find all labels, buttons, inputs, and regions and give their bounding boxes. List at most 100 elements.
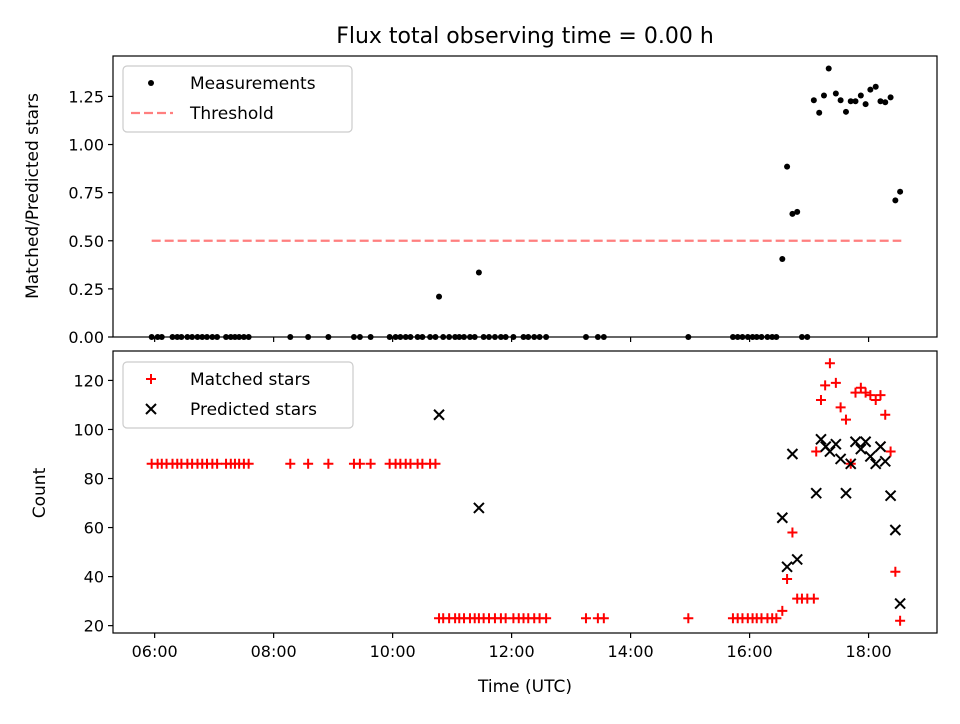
data-point xyxy=(598,613,609,624)
data-point xyxy=(794,208,801,215)
data-point xyxy=(791,553,803,566)
data-point xyxy=(849,436,862,448)
data-point xyxy=(815,433,827,445)
data-point xyxy=(402,334,409,340)
data-point xyxy=(758,334,765,340)
data-point xyxy=(245,334,252,340)
data-point xyxy=(436,293,443,300)
y-tick-label: 40 xyxy=(84,568,104,587)
data-point xyxy=(887,94,894,101)
y-tick-label: 60 xyxy=(84,519,104,538)
data-point xyxy=(885,446,896,457)
data-point xyxy=(850,387,861,398)
data-point xyxy=(816,109,823,116)
y-tick-label: 0.25 xyxy=(68,280,104,299)
legend-box xyxy=(122,65,353,133)
series-matched-stars xyxy=(146,358,906,626)
data-point xyxy=(889,524,902,536)
data-point xyxy=(446,334,453,340)
legend: Matched stars Predicted stars xyxy=(122,361,354,429)
data-point xyxy=(236,334,243,340)
y-tick-label: 1.00 xyxy=(68,136,104,155)
data-point xyxy=(194,334,201,340)
y-tick-label: 120 xyxy=(73,371,104,390)
x-tick-label: 12:00 xyxy=(489,642,535,661)
count-axis-label: Count xyxy=(30,467,50,518)
data-point xyxy=(350,334,357,340)
data-point xyxy=(367,334,374,340)
data-point xyxy=(305,334,312,340)
data-point xyxy=(771,613,782,624)
data-point xyxy=(461,334,468,340)
data-point xyxy=(870,458,882,470)
x-tick-label: 10:00 xyxy=(370,642,416,661)
data-point xyxy=(323,458,334,469)
data-point xyxy=(729,334,736,340)
data-point xyxy=(466,334,473,340)
data-point xyxy=(884,489,897,502)
data-point xyxy=(870,395,881,406)
data-point xyxy=(777,605,788,616)
data-point xyxy=(580,613,591,624)
data-point xyxy=(223,334,230,340)
ratio-axis-label: Matched/Predicted stars xyxy=(23,93,43,299)
data-point xyxy=(169,334,176,340)
data-point xyxy=(184,334,191,340)
data-point xyxy=(325,334,332,340)
data-point xyxy=(600,334,607,340)
y-tick-label: 0.50 xyxy=(68,232,104,251)
data-point xyxy=(174,334,181,340)
x-tick-label: 08:00 xyxy=(251,642,297,661)
legend-label: Matched stars xyxy=(190,370,310,390)
time-axis-label: Time (UTC) xyxy=(477,677,572,697)
data-point xyxy=(808,593,819,604)
data-point xyxy=(815,395,826,406)
data-point xyxy=(440,334,447,340)
data-point xyxy=(386,334,393,340)
data-point xyxy=(536,334,543,340)
data-point xyxy=(685,334,692,340)
data-point xyxy=(810,97,817,104)
data-point xyxy=(432,334,439,340)
data-point xyxy=(480,334,487,340)
data-point xyxy=(744,334,751,340)
data-point xyxy=(860,387,871,398)
data-point xyxy=(285,458,296,469)
data-point xyxy=(835,402,846,413)
data-point xyxy=(877,98,884,105)
data-point xyxy=(531,334,538,340)
data-point xyxy=(510,334,517,340)
data-point xyxy=(739,334,746,340)
y-tick-label: 1.25 xyxy=(68,87,104,106)
data-point xyxy=(204,334,211,340)
data-point xyxy=(753,334,760,340)
data-point xyxy=(497,334,504,340)
data-point xyxy=(303,458,314,469)
data-point xyxy=(867,86,874,93)
data-point xyxy=(433,409,445,421)
data-point xyxy=(452,334,459,340)
data-point xyxy=(789,210,796,217)
legend: Measurements Threshold xyxy=(122,65,353,133)
legend-label: Predicted stars xyxy=(190,400,317,420)
data-point xyxy=(830,438,842,450)
x-tick-label: 16:00 xyxy=(727,642,773,661)
data-point xyxy=(834,453,847,465)
data-point xyxy=(214,334,221,340)
data-point xyxy=(471,334,478,340)
data-point xyxy=(782,574,793,585)
data-point xyxy=(749,334,756,340)
data-point xyxy=(773,334,780,340)
legend-label: Threshold xyxy=(189,104,274,124)
data-point xyxy=(890,566,901,577)
series-measurements xyxy=(148,65,904,340)
data-point xyxy=(864,450,877,463)
data-point xyxy=(787,527,798,538)
data-point xyxy=(407,334,414,340)
data-point xyxy=(857,92,864,99)
data-point xyxy=(820,380,831,391)
legend-marker xyxy=(146,374,156,384)
data-point xyxy=(243,458,254,469)
data-point xyxy=(541,613,552,624)
y-tick-label: 80 xyxy=(84,470,104,489)
